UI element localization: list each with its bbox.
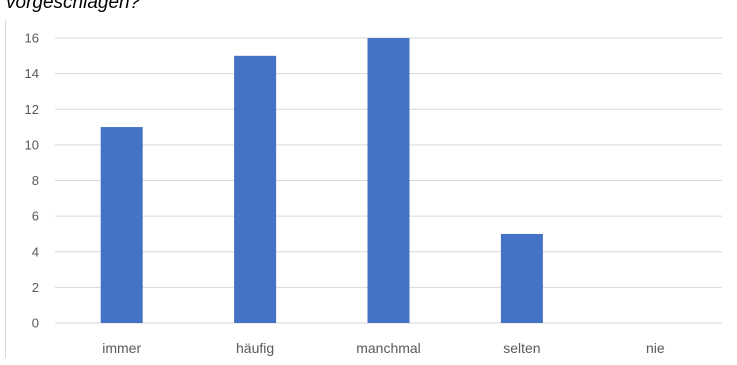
y-tick-label: 14 bbox=[25, 66, 39, 81]
y-tick-label: 8 bbox=[32, 173, 39, 188]
x-category-label: immer bbox=[102, 340, 141, 356]
y-tick-label: 6 bbox=[32, 209, 39, 224]
y-axis-ticks: 0 2 4 6 8 10 12 14 16 bbox=[25, 31, 39, 331]
chart-caption: vorgeschlagen? bbox=[6, 0, 141, 13]
x-axis-categories: immer häufig manchmal selten nie bbox=[102, 340, 665, 356]
bar-selten bbox=[500, 233, 543, 323]
y-tick-label: 2 bbox=[32, 280, 39, 295]
x-category-label: häufig bbox=[236, 340, 274, 356]
y-tick-label: 12 bbox=[25, 102, 39, 117]
y-tick-label: 0 bbox=[32, 316, 39, 331]
bar-manchmal bbox=[367, 38, 410, 323]
x-category-label: manchmal bbox=[356, 340, 421, 356]
x-category-label: selten bbox=[503, 340, 540, 356]
bars bbox=[100, 38, 543, 323]
left-border-line bbox=[5, 20, 6, 358]
y-tick-label: 16 bbox=[25, 31, 39, 46]
x-category-label: nie bbox=[646, 340, 665, 356]
bar-häufig bbox=[234, 55, 277, 323]
y-tick-label: 4 bbox=[32, 244, 39, 259]
y-tick-label: 10 bbox=[25, 137, 39, 152]
bar-immer bbox=[100, 127, 143, 323]
